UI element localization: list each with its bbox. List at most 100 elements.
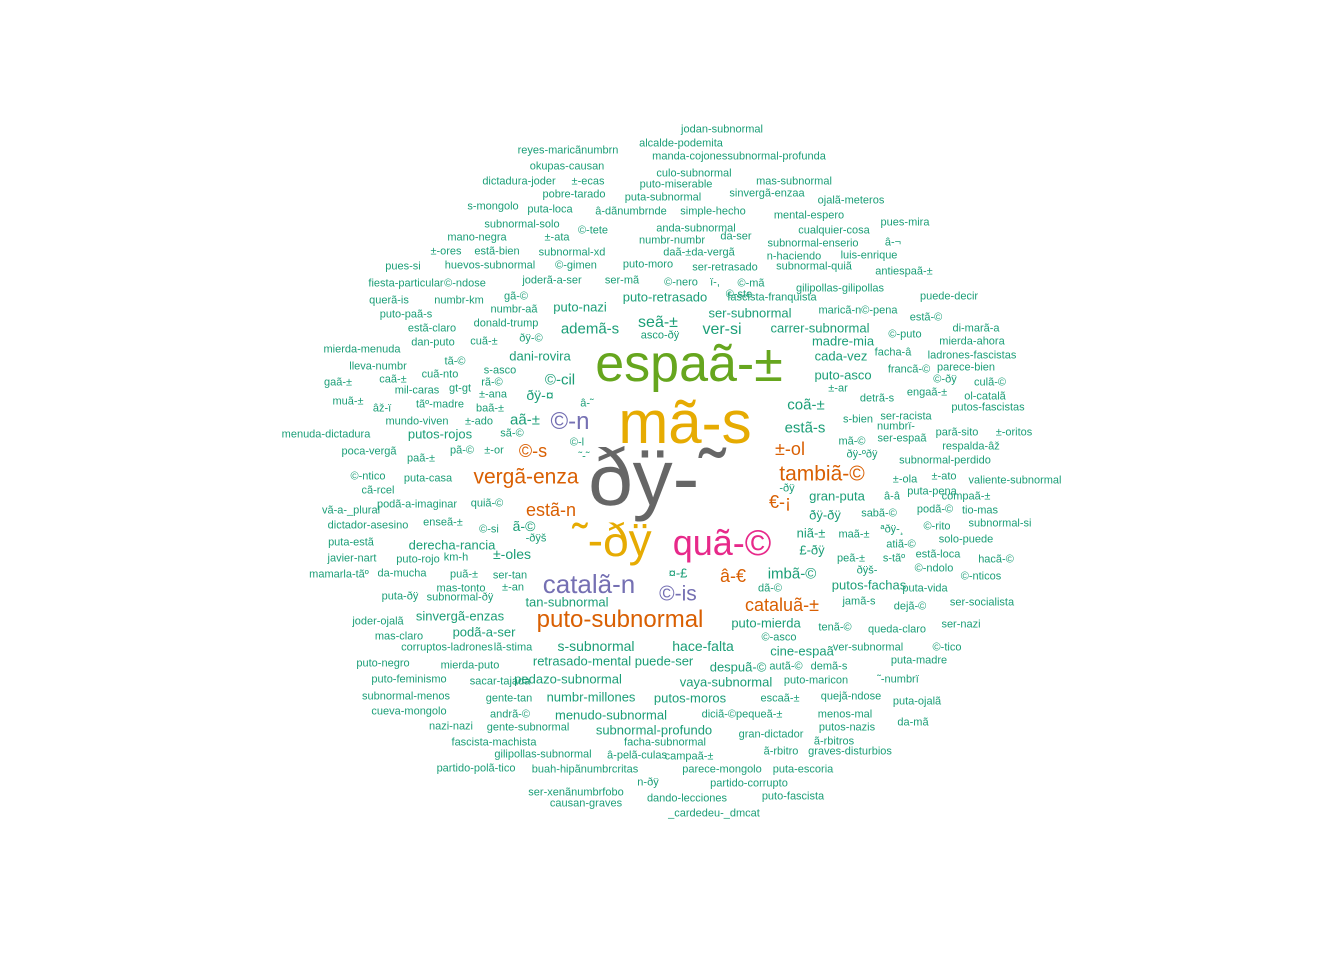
cloud-word: ©-cil: [544, 371, 576, 389]
cloud-word: enseã-±: [423, 516, 463, 529]
cloud-word: menuda-dictadura: [281, 428, 371, 441]
cloud-word: ðÿ-˜: [588, 433, 726, 522]
cloud-word: ±-ar: [828, 382, 848, 395]
cloud-word: dã-©: [757, 582, 783, 595]
cloud-word: sacar-tajada: [469, 675, 531, 688]
cloud-word: puede-decir: [919, 290, 979, 303]
cloud-word: muã-±: [332, 395, 364, 408]
cloud-word: ¤-£: [668, 565, 688, 581]
cloud-word: subnormal-quiã: [776, 260, 852, 273]
cloud-word: menos-mal: [817, 708, 873, 721]
cloud-word: lã-stima: [493, 641, 533, 654]
cloud-word: ±-or: [484, 444, 504, 457]
cloud-word: mã-©: [838, 435, 866, 448]
cloud-word: ©-s: [518, 441, 548, 461]
cloud-word: dictador-asesino: [327, 519, 409, 532]
cloud-word: cada-vez: [814, 348, 868, 364]
cloud-word: da-mucha: [377, 567, 427, 580]
cloud-word: puede-ser: [634, 653, 694, 669]
cloud-word: respalda-âž: [942, 440, 1000, 453]
cloud-word: s-tãº: [882, 552, 906, 565]
cloud-word: ±-ana: [478, 388, 508, 401]
cloud-word: subnormal-profundo: [595, 722, 713, 738]
cloud-word: ©-si: [479, 523, 499, 536]
cloud-word: ±-ata: [544, 231, 570, 244]
cloud-word: putos-nazis: [818, 721, 876, 734]
cloud-word: luis-enrique: [840, 249, 898, 262]
cloud-word: da-mã: [897, 716, 929, 729]
cloud-word: ˜-ðÿ: [572, 514, 652, 566]
cloud-word: mierda-ahora: [939, 335, 1005, 348]
cloud-word: ±-an: [502, 581, 524, 594]
cloud-word: puto-rojo: [396, 553, 440, 566]
cloud-word: gilipollas-subnormal: [494, 748, 592, 761]
cloud-word: ©-is: [659, 582, 697, 606]
cloud-word: estã-loca: [915, 548, 961, 561]
cloud-word: vã-a-_plural: [321, 504, 381, 517]
cloud-word: ðÿ-©: [519, 332, 543, 345]
cloud-word: reyes-maricãnumbrn: [517, 144, 619, 157]
cloud-word: cueva-mongolo: [371, 705, 447, 718]
cloud-word: joderã-a-ser: [522, 274, 582, 287]
cloud-word: puto-feminismo: [371, 673, 447, 686]
cloud-word: dictadura-joder: [482, 175, 556, 188]
cloud-word: ser-racista: [880, 410, 932, 423]
cloud-word: estã-n: [525, 500, 577, 520]
cloud-word: puã-±: [449, 568, 479, 581]
cloud-word: s-bien: [843, 413, 873, 426]
cloud-word: asco-ðÿ: [640, 329, 680, 342]
cloud-word: tã-©: [444, 355, 466, 368]
cloud-word: okupas-causan: [529, 160, 605, 173]
cloud-word: gã-©: [503, 290, 529, 303]
cloud-word: gente-subnormal: [486, 721, 570, 734]
cloud-word: ademã-s: [560, 320, 620, 338]
cloud-word: putos-fascistas: [951, 401, 1025, 414]
cloud-word: cataluã-±: [745, 595, 819, 615]
cloud-word: â-˜: [580, 397, 594, 410]
cloud-word: cine-espaã: [770, 643, 834, 659]
cloud-word: gilipollas-gilipollas: [795, 282, 885, 295]
cloud-word: _cardedeu-_dmcat: [668, 807, 760, 820]
cloud-word: estã-bien: [474, 245, 520, 258]
cloud-word: ˜-numbrï: [877, 673, 919, 686]
cloud-word: estã-©: [909, 311, 943, 324]
cloud-word: puto-negro: [356, 657, 410, 670]
cloud-word: puta-ojalã: [892, 695, 942, 708]
cloud-word: buah-hipãnumbrcritas: [531, 763, 639, 776]
cloud-word: mamarla-tãº: [309, 568, 369, 581]
cloud-word: manda-cojonessubnormal-profunda: [652, 150, 826, 163]
cloud-word: demã-s: [810, 660, 848, 673]
cloud-word: mas-subnormal: [756, 175, 832, 188]
cloud-word: parece-bien: [936, 361, 996, 374]
cloud-word: â-â: [884, 490, 900, 503]
cloud-word: imbã-©: [767, 565, 817, 583]
cloud-word: fascista-machista: [451, 736, 537, 749]
cloud-word: ser-socialista: [949, 596, 1015, 609]
cloud-word: donald-trump: [473, 317, 539, 330]
cloud-word: €-¡: [769, 492, 791, 512]
cloud-word: tan-subnormal: [525, 594, 609, 610]
cloud-word: mundo-viven: [385, 415, 449, 428]
cloud-word: poca-vergã: [341, 445, 397, 458]
cloud-word: podã-a-ser: [452, 624, 516, 640]
cloud-word: sã-©: [500, 427, 524, 440]
cloud-word: pobre-tarado: [542, 188, 606, 201]
cloud-word: numbrï-: [877, 420, 915, 433]
cloud-word: numbr-km: [434, 294, 484, 307]
cloud-word: corruptos-ladrones: [401, 641, 493, 654]
cloud-word: puto-maricon: [783, 674, 849, 687]
cloud-word: â-¬: [884, 236, 902, 249]
cloud-word: aã-±: [510, 411, 540, 429]
cloud-word: solo-puede: [938, 533, 994, 546]
cloud-word: da-ser: [720, 230, 752, 243]
cloud-word: ver-subnormal: [832, 641, 904, 654]
cloud-word: simple-hecho: [680, 205, 746, 218]
cloud-word: pues-si: [385, 260, 421, 273]
cloud-word: fascista-franquista: [727, 291, 817, 304]
cloud-word: pã-©: [449, 444, 475, 457]
cloud-word: daã-±da-vergã: [663, 246, 735, 259]
cloud-word: parece-mongolo: [682, 763, 762, 776]
cloud-word: ser-retrasado: [692, 261, 758, 274]
cloud-word: queda-claro: [867, 623, 927, 636]
cloud-word: podã-©: [916, 503, 954, 516]
